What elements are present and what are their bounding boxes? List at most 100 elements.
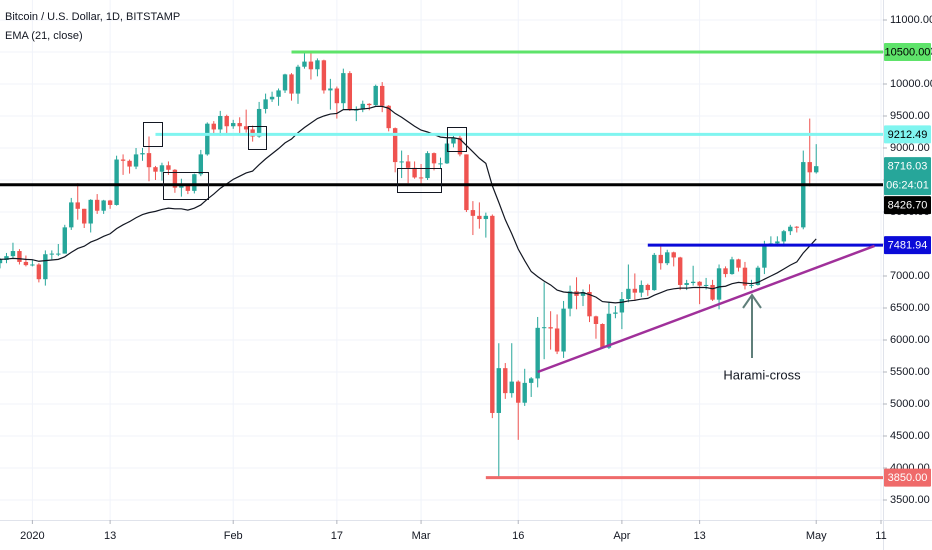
candle-body (379, 85, 385, 106)
x-tick-label: May (806, 530, 827, 542)
candle-body (580, 292, 586, 296)
chart-title: Bitcoin / U.S. Dollar, 1D, BITSTAMP (5, 11, 180, 23)
candle-body (619, 299, 625, 313)
candle-body (282, 74, 288, 91)
candle-body (736, 259, 741, 268)
candle-body (522, 382, 527, 403)
candle-body (185, 184, 191, 191)
candle-body (742, 267, 748, 286)
candle-body (302, 61, 307, 67)
candle-body (567, 291, 573, 309)
candle-body (541, 327, 547, 329)
candle-body (49, 253, 55, 255)
candle-body (684, 283, 689, 285)
candle-body (82, 208, 87, 224)
candle-body (457, 137, 463, 155)
candle-body (418, 177, 424, 179)
pattern-box (143, 122, 163, 147)
plot-area: Harami-cross (0, 50, 883, 480)
candle-body (703, 284, 709, 286)
pattern-boxes (143, 122, 467, 200)
price-label-box (884, 468, 931, 487)
candle-body (224, 116, 229, 127)
candle-body (593, 316, 599, 324)
y-tick-label: 5000.00 (890, 398, 930, 410)
candle-body (328, 88, 333, 91)
candle-body (192, 174, 197, 191)
candle-body (665, 252, 670, 264)
price-label-box (884, 43, 931, 61)
candle-body (444, 143, 450, 164)
candle-body (470, 210, 476, 216)
price-label-box (884, 196, 931, 215)
candle-body (334, 88, 340, 104)
price-label: 9212.49 (888, 129, 928, 141)
candle-body (548, 327, 553, 329)
candle-body (295, 66, 301, 94)
candle-body (587, 292, 592, 317)
price-labels: 10500.00 9212.49 8716.03 06:24:01 8426.70 748… (884, 43, 931, 487)
x-tick-label: 13 (693, 530, 705, 542)
candle-body (496, 368, 502, 413)
pattern-box (248, 126, 267, 150)
candle-body (43, 254, 48, 280)
candle-body (729, 259, 735, 275)
candle-body (231, 123, 236, 127)
last-price-label: 8716.03 (888, 161, 928, 173)
y-tick-label: 9000.00 (890, 142, 930, 154)
price-label: 8426.70 (888, 200, 928, 212)
candle-body (762, 244, 767, 268)
candle-body (347, 73, 353, 110)
candle-body (341, 73, 346, 104)
candle-body (723, 268, 728, 275)
candle-body (360, 103, 365, 110)
pattern-box (163, 172, 209, 200)
candle-body (639, 284, 644, 293)
candle-body (114, 159, 119, 205)
candle-body (645, 284, 650, 291)
candle-body (671, 252, 676, 258)
x-tick-label: 2020 (20, 530, 44, 542)
candle-body (172, 169, 178, 188)
candle-body (677, 257, 683, 285)
candle-body (775, 241, 780, 244)
candle-body (23, 261, 29, 266)
candle-body (101, 200, 106, 211)
candle-body (561, 308, 566, 352)
candle-body (127, 160, 132, 167)
candle-body (412, 167, 417, 178)
candle-body (490, 215, 495, 413)
y-tick-label: 9500.00 (890, 110, 930, 122)
price-label: 3850.00 (888, 472, 928, 484)
candles (0, 50, 819, 478)
candle-body (276, 90, 281, 97)
x-tick-label: Feb (224, 530, 243, 542)
candle-body (88, 199, 93, 224)
y-tick-label: 10000.00 (890, 78, 932, 90)
candle-body (554, 328, 560, 352)
candle-body (814, 166, 819, 173)
y-tick-label: 7000.00 (890, 270, 930, 282)
candle-body (477, 215, 482, 220)
candle-body (321, 60, 327, 91)
candle-body (600, 324, 605, 348)
candle-body (69, 202, 74, 228)
candle-body (658, 254, 663, 264)
candle-body (30, 264, 35, 266)
annotation: Harami-cross (723, 367, 801, 382)
candle-body (107, 200, 113, 205)
candle-body (801, 162, 806, 228)
y-tick-label: 11000.00 (890, 14, 932, 26)
candle-body (237, 123, 242, 127)
pattern-box (397, 168, 442, 193)
candle-body (133, 154, 139, 167)
candle-body (431, 153, 437, 164)
candle-body (373, 85, 378, 106)
candle-body (606, 313, 612, 348)
x-tick-label: 16 (512, 530, 524, 542)
trend-line (537, 244, 875, 374)
candle-body (218, 116, 223, 130)
candle-body (159, 165, 165, 172)
candle-body (263, 99, 268, 109)
